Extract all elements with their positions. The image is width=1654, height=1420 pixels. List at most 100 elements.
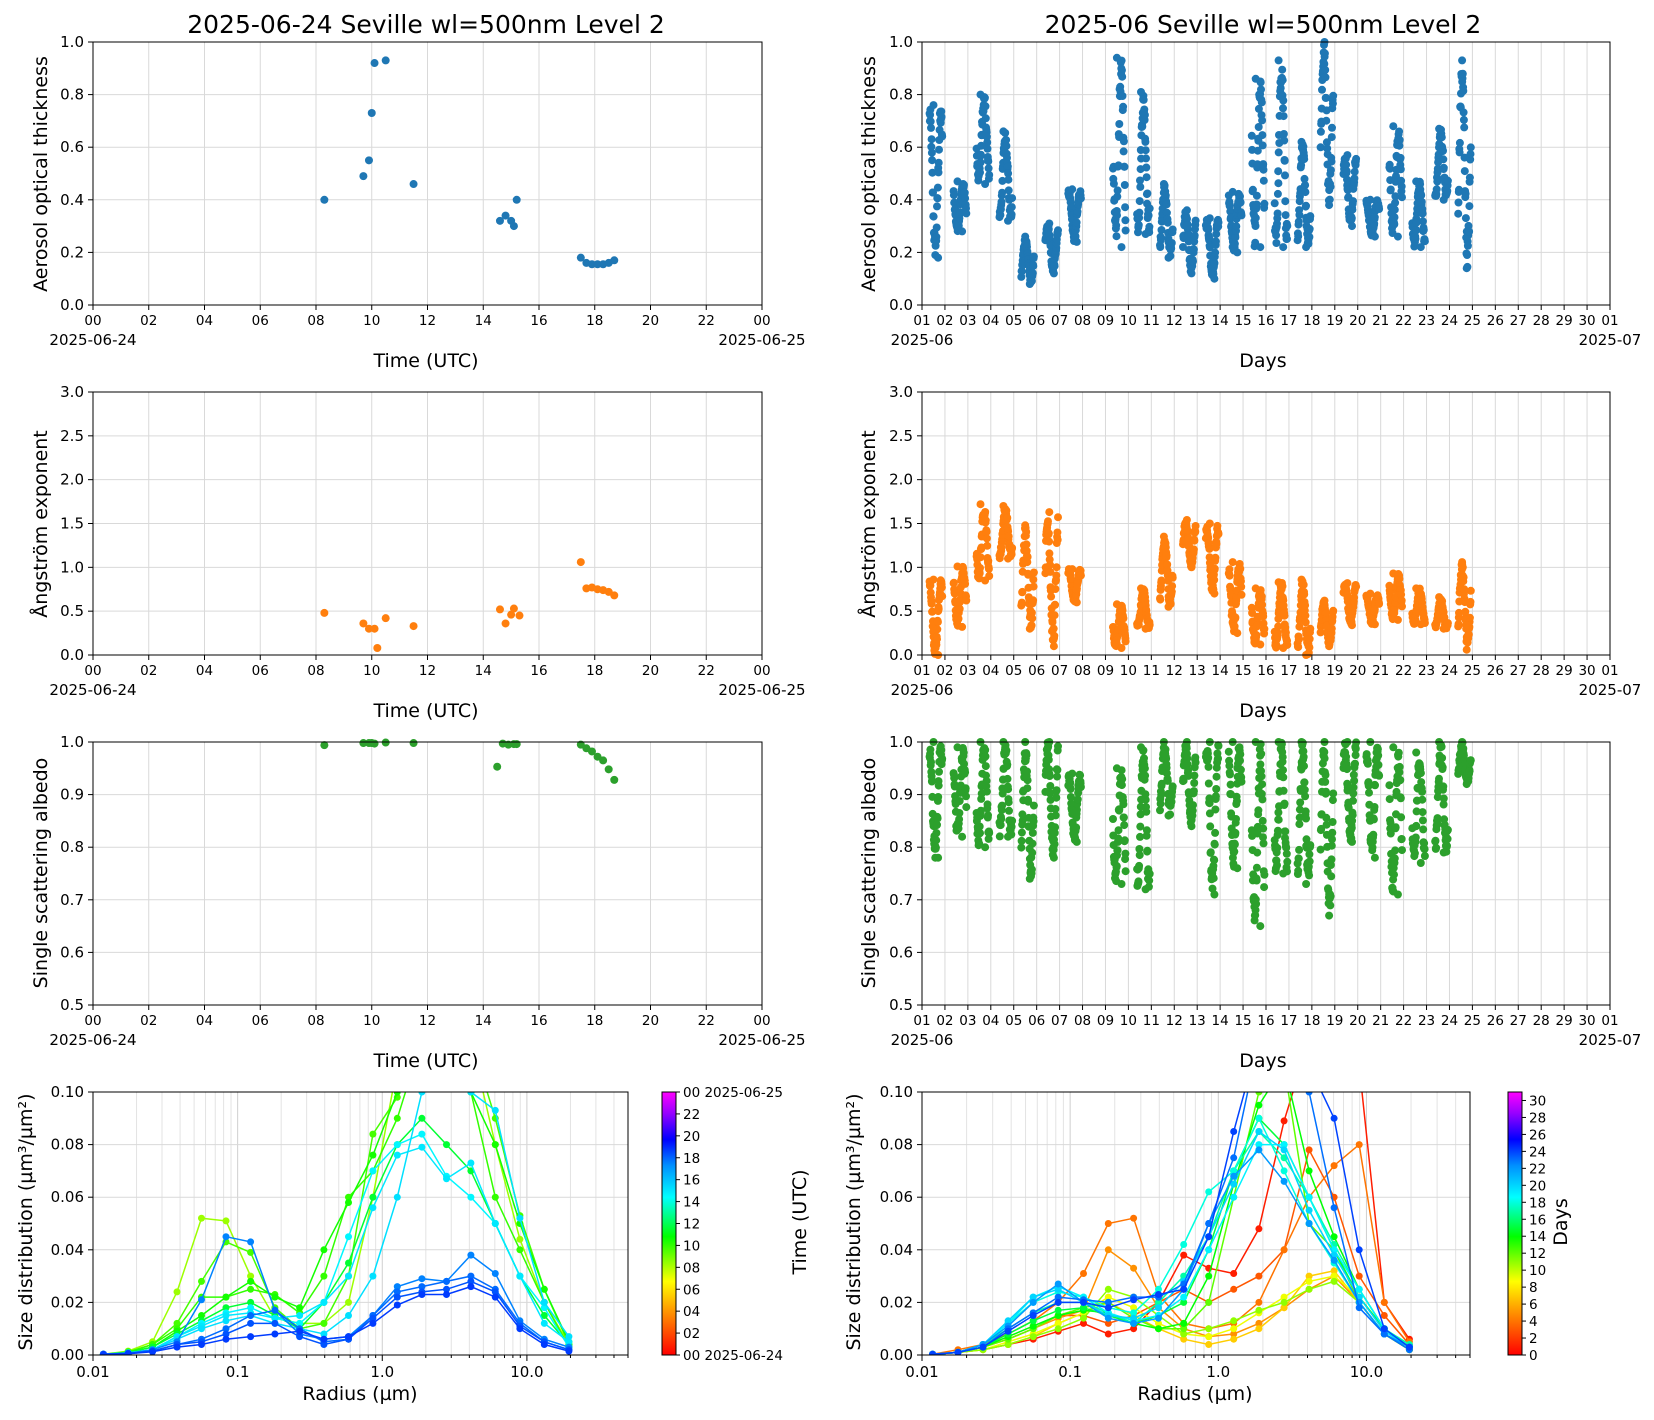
monthly-aot-point xyxy=(1119,147,1128,156)
monthly-angstrom-point xyxy=(1398,602,1406,611)
monthly-size-series-point xyxy=(1355,1304,1363,1312)
monthly-ssa-point xyxy=(985,829,994,837)
monthly-ssa-point xyxy=(1327,872,1336,881)
monthly-ssa-point xyxy=(1251,906,1260,915)
monthly-size-series-line xyxy=(932,1092,1410,1355)
monthly-angstrom-point xyxy=(1053,535,1062,544)
daily-aot-point xyxy=(610,256,619,265)
monthly-ssa-point xyxy=(1141,771,1150,780)
monthly-aot-point xyxy=(1117,243,1126,252)
monthly-aot-point xyxy=(1455,138,1464,147)
monthly-ssa-xtick-label: 01 xyxy=(1601,1013,1618,1029)
daily-size-series-point xyxy=(247,1298,255,1306)
monthly-angstrom-point xyxy=(1187,563,1196,572)
monthly-aot-point xyxy=(1316,143,1325,152)
monthly-aot-point xyxy=(984,164,993,173)
daily-angstrom-point xyxy=(364,624,373,633)
daily-colorbar-tick-label: 12 xyxy=(683,1217,700,1233)
monthly-angstrom-point xyxy=(1370,620,1379,629)
monthly-angstrom-point xyxy=(1003,514,1012,522)
monthly-size-series-point xyxy=(1330,1233,1338,1241)
monthly-size-series-point xyxy=(1180,1241,1188,1248)
monthly-ssa-point xyxy=(1118,775,1127,784)
daily-colorbar-tick-label: 02 xyxy=(683,1326,700,1342)
monthly-angstrom-xtick-label: 23 xyxy=(1418,663,1435,679)
monthly-aot-point xyxy=(1210,259,1219,268)
monthly-angstrom-xtick-label: 18 xyxy=(1303,663,1320,679)
monthly-ssa-point xyxy=(1189,787,1198,796)
monthly-angstrom-point xyxy=(1164,602,1173,611)
monthly-colorbar-tick-label: 16 xyxy=(1529,1212,1546,1228)
monthly-ssa-point xyxy=(1018,810,1027,819)
monthly-colorbar-label: Days xyxy=(1550,1198,1572,1245)
monthly-aot-point xyxy=(1390,213,1399,222)
daily-ssa-ytick-label: 1.0 xyxy=(60,733,84,751)
monthly-angstrom-xtick-label: 05 xyxy=(1005,663,1022,679)
monthly-aot-point xyxy=(1021,232,1030,241)
monthly-aot-point xyxy=(1272,239,1281,247)
monthly-ssa-point xyxy=(1117,781,1126,790)
daily-aot-ytick-label: 0.4 xyxy=(60,191,84,209)
daily-angstrom-point xyxy=(610,591,619,600)
daily-angstrom-ytick-label: 2.5 xyxy=(60,427,84,445)
monthly-ssa-point xyxy=(1351,751,1360,760)
daily-angstrom-xtick-label: 22 xyxy=(698,663,715,679)
monthly-angstrom-point xyxy=(1076,571,1085,580)
monthly-angstrom-point xyxy=(1454,620,1463,629)
monthly-size-series-point xyxy=(1155,1304,1162,1312)
monthly-aot-point xyxy=(1439,146,1447,155)
monthly-ssa-point xyxy=(1003,774,1012,783)
monthly-ssa-xtick-label: 22 xyxy=(1395,1013,1412,1029)
monthly-ssa-point xyxy=(1259,839,1268,848)
monthly-aot-point xyxy=(1252,191,1261,200)
monthly-size-series-point xyxy=(1280,1293,1288,1301)
monthly-angstrom-point xyxy=(1462,645,1471,654)
monthly-angstrom-xtick-label: 20 xyxy=(1349,663,1366,679)
monthly-aot-point xyxy=(1191,216,1200,225)
daily-ssa-xtick-label: 06 xyxy=(252,1013,269,1029)
monthly-aot-point xyxy=(1411,234,1420,243)
monthly-angstrom-point xyxy=(1163,560,1172,569)
monthly-aot-point xyxy=(1366,195,1375,204)
monthly-aot-point xyxy=(1443,176,1452,185)
monthly-aot-point xyxy=(1302,201,1310,210)
monthly-angstrom-point xyxy=(1397,590,1406,599)
monthly-angstrom-point xyxy=(976,553,985,562)
monthly-angstrom-point xyxy=(976,564,984,572)
monthly-size-series-point xyxy=(1280,1117,1288,1125)
monthly-ssa-point xyxy=(1120,836,1129,845)
monthly-aot-point xyxy=(1007,210,1016,219)
monthly-ssa-point xyxy=(1072,837,1081,846)
monthly-ssa-point xyxy=(961,768,970,777)
daily-aot-ytick-label: 0.6 xyxy=(60,138,84,156)
monthly-ssa-point xyxy=(1418,808,1427,817)
monthly-ssa-point xyxy=(1232,797,1241,806)
monthly-aot-point xyxy=(1003,162,1012,171)
monthly-angstrom-point xyxy=(1029,582,1038,591)
daily-angstrom-xstart-label: 2025-06-24 xyxy=(49,681,136,699)
monthly-aot-point xyxy=(1121,203,1130,212)
monthly-ssa-point xyxy=(1386,818,1395,827)
monthly-ssa-point xyxy=(1393,890,1402,899)
monthly-aot-point xyxy=(998,188,1007,197)
monthly-ssa-point xyxy=(1050,840,1059,849)
daily-size-series-point xyxy=(271,1330,279,1338)
monthly-ssa-point xyxy=(1072,823,1081,832)
daily-size-series-point xyxy=(247,1312,255,1319)
monthly-angstrom-point xyxy=(933,618,942,626)
monthly-angstrom-point xyxy=(1211,553,1220,562)
monthly-ssa-points xyxy=(925,738,1475,931)
monthly-aot-ytick-label: 0.4 xyxy=(889,191,913,209)
monthly-angstrom-point xyxy=(1141,624,1150,633)
monthly-angstrom-point xyxy=(1183,526,1192,535)
monthly-angstrom-point xyxy=(1281,628,1290,637)
monthly-aot-point xyxy=(1418,217,1427,226)
monthly-size-series-point xyxy=(1230,1180,1238,1188)
daily-ssa-xtick-label: 14 xyxy=(475,1013,492,1029)
monthly-size-series-point xyxy=(1054,1298,1062,1306)
monthly-size-series-point xyxy=(1205,1188,1213,1196)
monthly-aot-point xyxy=(1237,211,1246,220)
monthly-angstrom-point xyxy=(1156,595,1165,604)
daily-size-frame xyxy=(92,1091,629,1356)
monthly-ssa-ytick-label: 1.0 xyxy=(889,733,913,751)
